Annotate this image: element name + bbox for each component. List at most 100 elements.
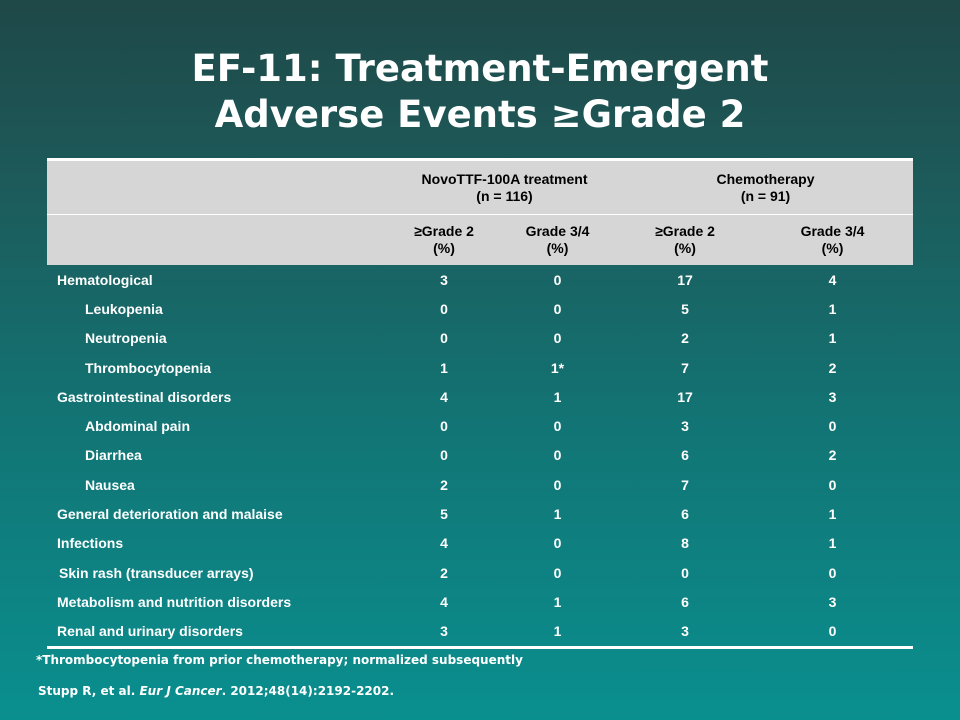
table-cell: 3 [681, 418, 689, 435]
row-label: Hematological [57, 271, 153, 288]
row-label: Nausea [85, 476, 135, 493]
table-row: Renal and urinary disorders 3 1 3 0 [47, 616, 914, 649]
slide-title-line2: Adverse Events ≥Grade 2 [214, 93, 746, 136]
table-cell: 3 [440, 271, 448, 288]
table-cell: 3 [618, 616, 753, 649]
row-label: Leukopenia [85, 300, 163, 317]
table-cell: 2 [828, 359, 837, 376]
table-cell: 1 [828, 330, 837, 347]
table-row: Neutropenia 0 0 2 1 [47, 324, 913, 353]
sub-header-unit: (%) [674, 240, 696, 256]
table-cell: 0 [440, 330, 448, 347]
sub-header-cell: Grade 3/4 (%) [752, 214, 914, 265]
table-cell: 1 [553, 593, 562, 610]
sub-header-cell: Grade 3/4 (%) [497, 214, 619, 265]
row-label: Thrombocytopenia [85, 359, 212, 376]
table-cell: 8 [681, 535, 689, 552]
table-cell: 0 [553, 418, 562, 435]
table-cell: 0 [440, 418, 448, 435]
table-row: Diarrhea 0 0 6 2 [47, 441, 913, 470]
table-row: Thrombocytopenia 1 1* 7 2 [47, 353, 913, 382]
table-cell: 2 [828, 447, 837, 464]
sub-header-unit: (%) [546, 240, 569, 256]
table-cell: 0 [553, 330, 562, 347]
table-row: Skin rash (transducer arrays) 2 0 0 0 [47, 558, 913, 587]
table-cell: 6 [681, 506, 689, 523]
table-cell: 5 [440, 506, 448, 523]
group-header-novottf: NovoTTF-100A treatment (n = 116) [391, 158, 619, 215]
table-row: Leukopenia 0 0 5 1 [47, 294, 913, 323]
group-header-chemotherapy-n: (n = 91) [740, 187, 791, 204]
header-empty-cell [47, 158, 391, 215]
row-label: Neutropenia [85, 330, 167, 347]
table-row: Hematological 3 0 17 4 [47, 265, 913, 294]
table-cell: 0 [752, 616, 914, 649]
table-row: Metabolism and nutrition disorders 4 1 6… [47, 587, 913, 616]
table-row: Infections 4 0 8 1 [47, 529, 913, 558]
row-label: Metabolism and nutrition disorders [57, 593, 292, 610]
citation-journal: Eur J Cancer [139, 684, 222, 698]
sub-header-row: ≥Grade 2 (%) Grade 3/4 (%) ≥Grade 2 (%) … [47, 214, 914, 265]
group-header-novottf-n: (n = 116) [476, 187, 533, 204]
table-cell: 1 [828, 535, 837, 552]
table-row: Nausea 2 0 7 0 [47, 470, 913, 499]
table-cell: 6 [681, 593, 689, 610]
table-cell: 0 [553, 271, 562, 288]
table-cell: 17 [677, 388, 693, 405]
citation-authors: Stupp R, et al. [38, 684, 140, 698]
table-cell: 17 [677, 271, 693, 288]
table-cell: 4 [440, 535, 448, 552]
table-cell: 0 [440, 300, 448, 317]
sub-header-label: ≥Grade 2 [414, 223, 474, 239]
group-header-novottf-name: NovoTTF-100A treatment [421, 170, 588, 187]
table-cell: 1 [497, 616, 619, 649]
table-cell: 0 [553, 564, 562, 581]
table-cell: 0 [828, 564, 837, 581]
sub-header-label: Grade 3/4 [800, 223, 865, 239]
table-cell: 1 [553, 388, 562, 405]
slide-title: EF-11: Treatment-Emergent Adverse Events… [0, 46, 960, 138]
group-header-chemotherapy: Chemotherapy (n = 91) [618, 158, 914, 215]
row-label: Skin rash (transducer arrays) [59, 564, 254, 581]
table-cell: 7 [681, 476, 689, 493]
table-cell: 2 [681, 330, 689, 347]
table-cell: 1 [828, 300, 837, 317]
citation: Stupp R, et al. Eur J Cancer. 2012;48(14… [38, 684, 394, 698]
row-label: Gastrointestinal disorders [57, 388, 232, 405]
sub-header-label: Grade 3/4 [525, 223, 590, 239]
table-cell: 1 [440, 359, 448, 376]
table-cell: 0 [440, 447, 448, 464]
header-empty-cell [47, 214, 391, 265]
group-header-row: NovoTTF-100A treatment (n = 116) Chemoth… [47, 158, 914, 215]
sub-header-unit: (%) [821, 240, 844, 256]
table-row: General deterioration and malaise 5 1 6 … [47, 499, 913, 528]
row-label: Diarrhea [85, 447, 142, 464]
table-row: Gastrointestinal disorders 4 1 17 3 [47, 382, 913, 411]
sub-header-unit: (%) [433, 240, 455, 256]
table-cell: 1* [550, 359, 565, 376]
table-cell: 0 [553, 535, 562, 552]
sub-header-cell: ≥Grade 2 (%) [391, 214, 497, 265]
table-cell: 0 [828, 476, 837, 493]
row-label: General deterioration and malaise [57, 506, 283, 523]
sub-header-cell: ≥Grade 2 (%) [618, 214, 753, 265]
sub-header-label: ≥Grade 2 [655, 223, 715, 239]
row-label: Infections [57, 535, 124, 552]
slide-title-line1: EF-11: Treatment-Emergent [191, 47, 769, 90]
table-cell: 2 [440, 476, 448, 493]
table-cell: 1 [828, 506, 837, 523]
group-header-chemotherapy-name: Chemotherapy [716, 170, 815, 187]
table-cell: 3 [828, 388, 837, 405]
row-label: Renal and urinary disorders [47, 616, 391, 649]
table-cell: 0 [553, 447, 562, 464]
table-cell: 7 [681, 359, 689, 376]
table-cell: 0 [681, 564, 689, 581]
table-cell: 4 [440, 388, 448, 405]
table-cell: 1 [553, 506, 562, 523]
table-cell: 4 [440, 593, 448, 610]
table-cell: 0 [553, 300, 562, 317]
row-label: Abdominal pain [85, 418, 190, 435]
table-cell: 2 [440, 564, 448, 581]
table-cell: 0 [553, 476, 562, 493]
footnote: *Thrombocytopenia from prior chemotherap… [36, 653, 523, 667]
